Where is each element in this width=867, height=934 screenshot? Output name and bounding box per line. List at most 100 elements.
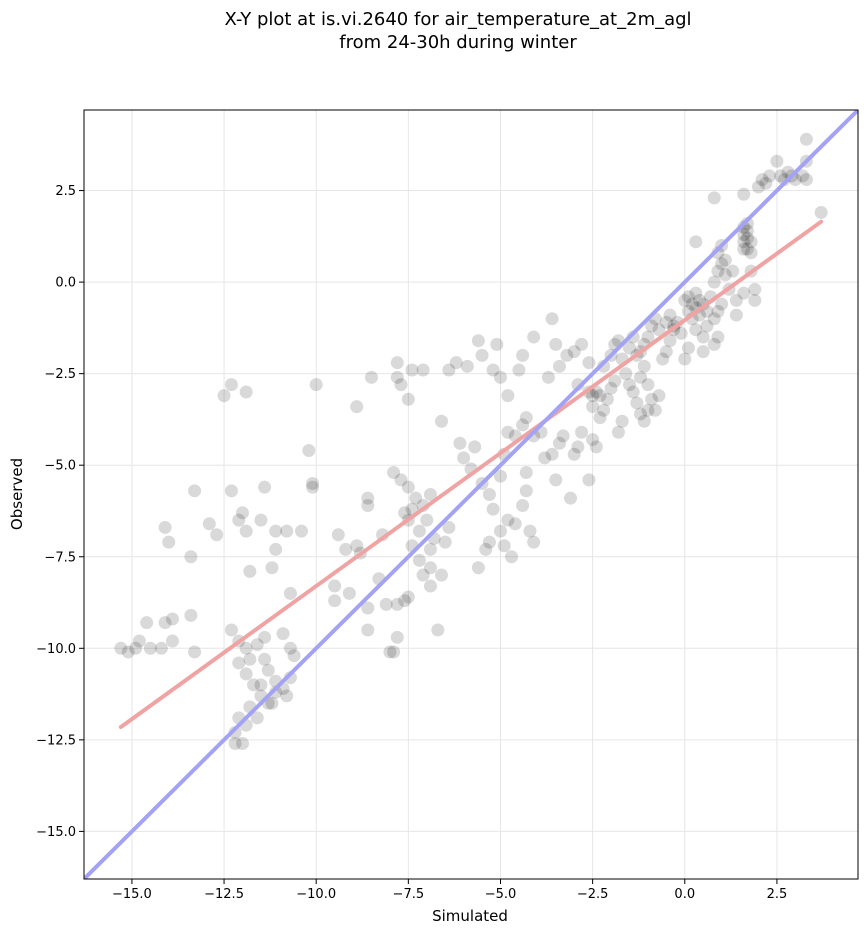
x-tick-label: 2.5: [767, 887, 788, 902]
data-point: [390, 370, 404, 384]
x-tick-label: 0.0: [674, 887, 695, 902]
y-axis-ticks: −15.0 −12.5 −10.0 −7.5 −5.0 −2.5 0.0 2.5: [36, 184, 84, 840]
data-point: [681, 290, 695, 304]
data-point: [364, 370, 378, 384]
data-point: [387, 645, 401, 659]
data-point: [538, 451, 552, 465]
data-point: [737, 286, 751, 300]
data-point: [519, 466, 533, 480]
data-point: [645, 392, 659, 406]
data-point: [600, 392, 614, 406]
data-point: [505, 550, 519, 564]
data-point: [564, 491, 578, 505]
data-point: [165, 612, 179, 626]
data-point: [265, 561, 279, 575]
data-point: [228, 737, 242, 751]
data-point: [641, 403, 655, 417]
data-point: [707, 191, 721, 205]
data-point: [755, 173, 769, 187]
data-point: [269, 524, 283, 538]
data-point: [217, 389, 231, 403]
y-tick-label: −2.5: [44, 367, 76, 382]
data-point: [523, 524, 537, 538]
data-point: [162, 535, 176, 549]
data-point: [390, 597, 404, 611]
chart-subtitle: from 24-30h during winter: [339, 32, 577, 53]
data-point: [545, 447, 559, 461]
scatter-points: [114, 132, 828, 751]
data-point: [645, 319, 659, 333]
data-point: [541, 370, 555, 384]
data-point: [342, 586, 356, 600]
data-point: [512, 363, 526, 377]
data-point: [674, 326, 688, 340]
data-point: [545, 312, 559, 326]
data-point: [475, 348, 489, 362]
data-point: [597, 403, 611, 417]
data-point: [589, 440, 603, 454]
data-point: [383, 645, 397, 659]
data-point: [608, 374, 622, 388]
data-point: [685, 297, 699, 311]
data-point: [693, 293, 707, 307]
regression-line: [118, 219, 824, 730]
y-tick-label: 2.5: [55, 184, 76, 199]
data-point: [479, 542, 493, 556]
data-point: [586, 433, 600, 447]
data-point: [715, 297, 729, 311]
data-point: [287, 649, 301, 663]
data-point: [493, 524, 507, 538]
data-point: [158, 520, 172, 534]
data-point: [232, 513, 246, 527]
plot-frame: [83, 109, 859, 880]
data-point: [328, 579, 342, 593]
x-axis-label: Simulated: [432, 907, 508, 925]
x-axis-ticks: −15.0 −12.5 −10.0 −7.5 −5.0 −2.5 0.0 2.5: [112, 879, 787, 902]
data-point: [689, 323, 703, 337]
data-point: [265, 696, 279, 710]
data-point: [678, 293, 692, 307]
data-point: [239, 641, 253, 655]
data-point: [689, 235, 703, 249]
data-point: [641, 330, 655, 344]
data-point: [707, 312, 721, 326]
data-point: [593, 389, 607, 403]
data-point: [416, 363, 430, 377]
data-point: [390, 630, 404, 644]
x-tick-label: −2.5: [577, 887, 609, 902]
data-point: [401, 480, 415, 494]
data-point: [582, 356, 596, 370]
data-point: [442, 520, 456, 534]
data-point: [431, 623, 445, 637]
data-point: [453, 436, 467, 450]
data-point: [254, 513, 268, 527]
data-point: [556, 429, 570, 443]
y-tick-label: −5.0: [44, 459, 76, 474]
data-point: [560, 348, 574, 362]
data-point: [737, 242, 751, 256]
data-point: [770, 154, 784, 168]
data-point: [258, 652, 272, 666]
data-point: [696, 345, 710, 359]
data-point: [306, 477, 320, 491]
data-point: [457, 451, 471, 465]
x-tick-label: −12.5: [204, 887, 244, 902]
data-point: [696, 330, 710, 344]
x-tick-label: −5.0: [485, 887, 517, 902]
data-point: [575, 425, 589, 439]
data-point: [759, 176, 773, 190]
data-point: [232, 656, 246, 670]
data-point: [659, 345, 673, 359]
data-point: [516, 348, 530, 362]
chart-title: X-Y plot at is.vi.2640 for air_temperatu…: [224, 9, 691, 30]
data-point: [622, 378, 636, 392]
data-point: [379, 597, 393, 611]
data-point: [188, 484, 202, 498]
data-point: [744, 246, 758, 260]
data-point: [678, 352, 692, 366]
data-point: [350, 539, 364, 553]
data-point: [394, 378, 408, 392]
data-point: [508, 517, 522, 531]
data-point: [637, 414, 651, 428]
data-point: [442, 363, 456, 377]
